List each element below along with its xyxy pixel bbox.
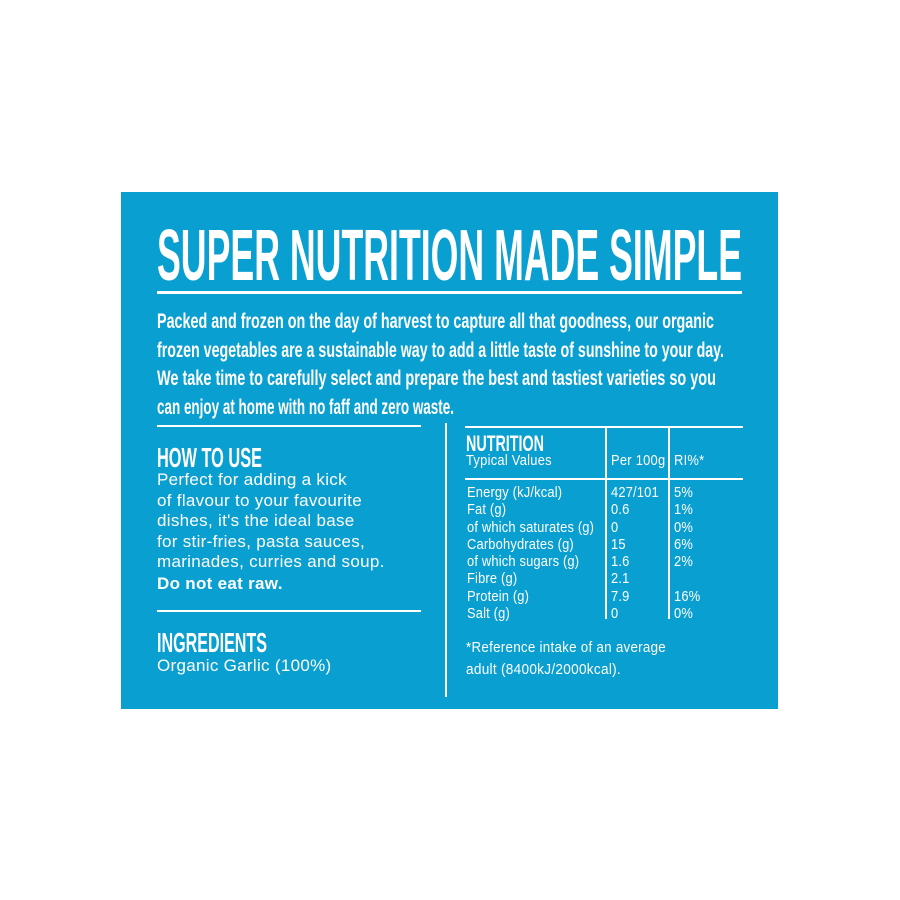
table-row: of which saturates (g) 0 0% <box>465 519 743 536</box>
page-title-text: SUPER NUTRITION MADE SIMPLE <box>157 216 742 296</box>
title-divider <box>157 291 742 294</box>
intro-line: Packed and frozen on the day of harvest … <box>157 310 714 333</box>
warning-text: Do not eat raw. <box>157 574 283 593</box>
nutrition-header-divider <box>465 478 743 480</box>
row-per100g: 2.1 <box>611 570 630 588</box>
intro-line: frozen vegetables are a sustainable way … <box>157 338 724 362</box>
how-to-use-line: Perfect for adding a kick <box>157 470 347 489</box>
nutrition-table: Energy (kJ/kcal) 427/101 5% Fat (g) 0.6 … <box>465 484 743 622</box>
row-per100g: 0 <box>611 605 619 623</box>
row-per100g: 0 <box>611 518 619 536</box>
row-per100g: 427/101 <box>611 484 659 501</box>
table-row: Carbohydrates (g) 15 6% <box>465 536 743 553</box>
table-row: Salt (g) 0 0% <box>465 605 743 622</box>
how-to-use-line: for stir-fries, pasta sauces, <box>157 531 366 551</box>
row-ri: 0% <box>674 605 694 623</box>
row-ri: 6% <box>674 535 694 553</box>
table-row: Fat (g) 0.6 1% <box>465 501 743 518</box>
row-label: Energy (kJ/kcal) <box>467 484 563 501</box>
table-row: of which sugars (g) 1.6 2% <box>465 553 743 570</box>
nutrition-col-header-ri: RI%* <box>674 452 705 469</box>
row-label: of which sugars (g) <box>467 553 580 571</box>
table-row: Fibre (g) 2.1 <box>465 570 743 587</box>
page-title: SUPER NUTRITION MADE SIMPLE <box>157 220 900 292</box>
row-label: Fat (g) <box>467 501 507 519</box>
how-to-use-text: Perfect for adding a kick of flavour to … <box>157 470 385 573</box>
nutrition-col-divider-2 <box>668 426 670 619</box>
row-label: Salt (g) <box>467 605 510 623</box>
intro-line: We take time to carefully select and pre… <box>157 367 716 391</box>
ingredients-heading-text: INGREDIENTS <box>157 627 267 658</box>
table-row: Protein (g) 7.9 16% <box>465 588 743 605</box>
table-row: Energy (kJ/kcal) 427/101 5% <box>465 484 743 501</box>
ingredients-top-divider <box>157 610 421 612</box>
nutrition-top-border <box>465 426 743 428</box>
row-per100g: 15 <box>611 535 626 553</box>
nutrition-heading: NUTRITION <box>466 433 586 455</box>
product-info-panel: SUPER NUTRITION MADE SIMPLE Packed and f… <box>121 192 778 709</box>
nutrition-col-header-per-100g: Per 100g <box>611 452 666 469</box>
intro-paragraph: Packed and frozen on the day of harvest … <box>157 308 900 423</box>
row-ri: 16% <box>674 587 701 605</box>
how-to-use-line: marinades, curries and soup. <box>157 552 385 571</box>
row-per100g: 1.6 <box>611 553 630 571</box>
footnote-line: adult (8400kJ/2000kcal). <box>466 660 621 678</box>
intro-line: can enjoy at home with no faff and zero … <box>157 396 454 420</box>
row-per100g: 0.6 <box>611 501 630 519</box>
row-label: of which saturates (g) <box>467 518 595 536</box>
row-ri: 5% <box>674 484 694 501</box>
row-ri: 0% <box>674 518 694 536</box>
row-ri: 1% <box>674 501 694 519</box>
row-per100g: 7.9 <box>611 587 630 605</box>
row-label: Protein (g) <box>467 587 530 605</box>
row-label: Carbohydrates (g) <box>467 535 574 553</box>
how-to-use-heading: HOW TO USE <box>157 444 337 472</box>
row-ri: 2% <box>674 553 694 571</box>
footnote-line: *Reference intake of an average <box>466 639 666 656</box>
ingredients-heading: INGREDIENTS <box>157 629 348 657</box>
how-to-use-top-divider <box>157 425 421 427</box>
nutrition-heading-text: NUTRITION <box>466 431 544 456</box>
row-label: Fibre (g) <box>467 570 518 588</box>
nutrition-col-divider-1 <box>605 426 607 619</box>
reference-intake-footnote: *Reference intake of an average adult (8… <box>466 637 690 680</box>
column-divider <box>445 423 447 697</box>
how-to-use-heading-text: HOW TO USE <box>157 442 262 473</box>
how-to-use-line: dishes, it's the ideal base <box>157 511 355 530</box>
how-to-use-line: of flavour to your favourite <box>157 490 362 510</box>
nutrition-col-header-typical-values: Typical Values <box>466 452 552 469</box>
ingredients-text: Organic Garlic (100%) <box>157 656 332 675</box>
